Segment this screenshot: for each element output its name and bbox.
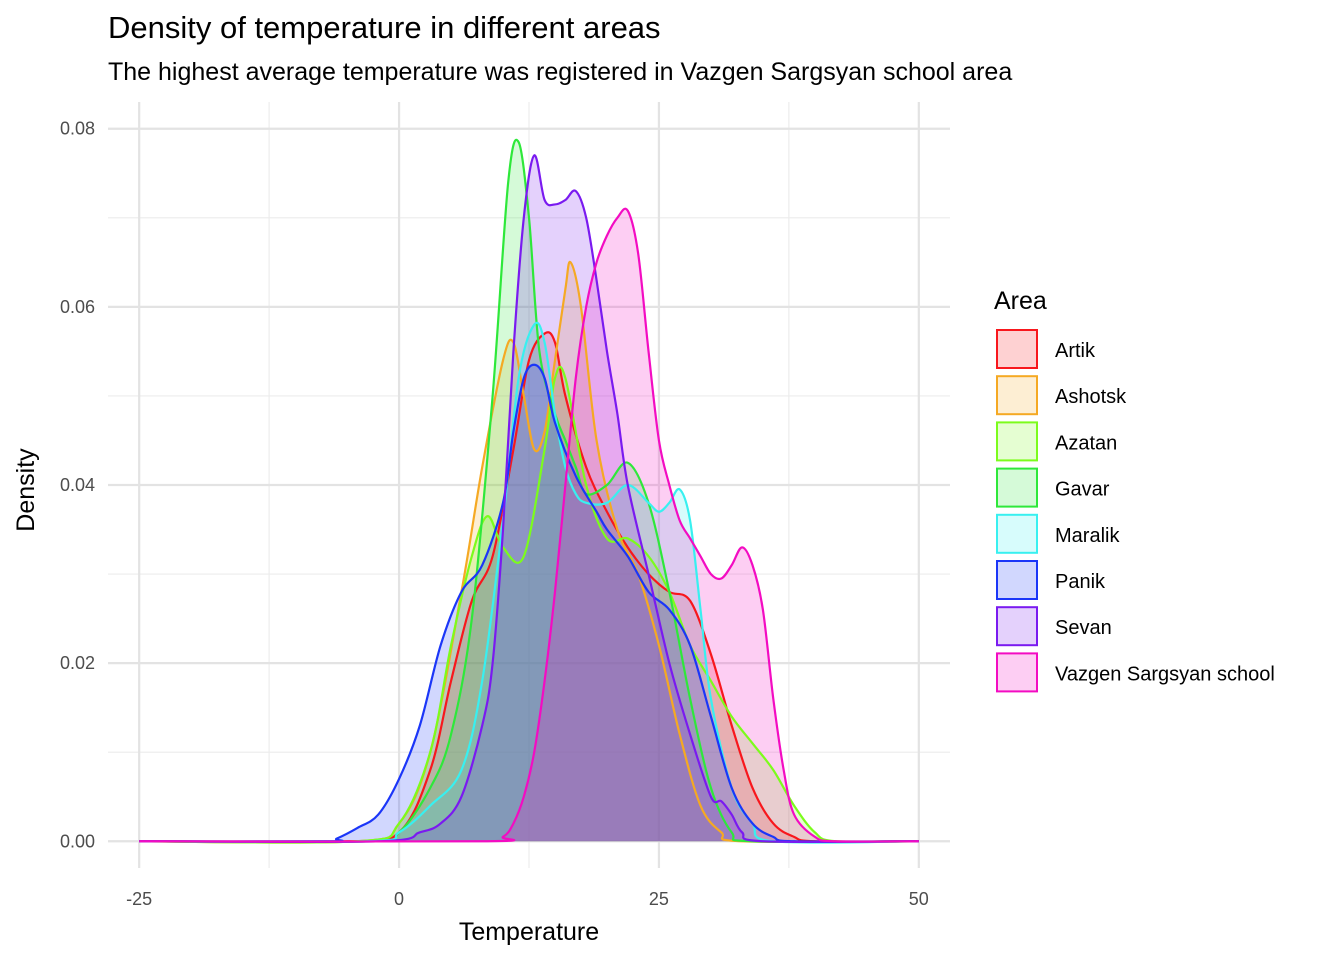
y-tick-label: 0.00 [60, 831, 95, 851]
legend-label: Ashotsk [1055, 386, 1127, 408]
legend-key-background [996, 606, 1038, 647]
legend-label: Vazgen Sargsyan school [1055, 663, 1275, 685]
legend-label: Maralik [1055, 525, 1120, 547]
x-axis-ticks: -25 0 25 50 [126, 889, 929, 909]
density-line-sevan [139, 154, 919, 844]
legend-key-background [996, 329, 1038, 369]
legend-item-panik: Panik [996, 560, 1106, 600]
y-tick-label: 0.08 [60, 119, 95, 139]
legend-item-gavar: Gavar [996, 467, 1110, 508]
legend-key-swatch [996, 375, 1038, 416]
legend-item-vazgen-sargsyan-school: Vazgen Sargsyan school [996, 652, 1275, 693]
legend-key-swatch [996, 513, 1038, 554]
x-axis-label: Temperature [459, 918, 599, 946]
density-area-ashotsk [139, 261, 919, 843]
y-axis-label: Density [12, 448, 40, 532]
legend-label: Gavar [1055, 479, 1110, 501]
legend-key-swatch [996, 652, 1038, 693]
legend-key-swatch [996, 606, 1038, 647]
density-area-gavar [139, 139, 919, 842]
legend-key-swatch [996, 329, 1038, 369]
legend-title: Area [994, 287, 1047, 315]
legend-item-ashotsk: Ashotsk [996, 375, 1127, 416]
chart-title: Density of temperature in different area… [108, 10, 661, 45]
density-area-azatan [139, 366, 919, 843]
legend-label: Sevan [1055, 617, 1112, 639]
legend-item-sevan: Sevan [996, 606, 1112, 647]
x-tick-label: -25 [126, 889, 152, 909]
x-tick-label: 25 [649, 889, 669, 909]
density-line-vazgen-sargsyan-school [139, 207, 919, 843]
density-lines [139, 138, 919, 844]
legend-key-swatch [996, 560, 1038, 600]
legend-label: Panik [1055, 571, 1106, 593]
legend-key-background [996, 467, 1038, 508]
legend: Area Artik Ashotsk Azatan Gavar Maralik Panik… [994, 287, 1275, 693]
legend-key-background [996, 375, 1038, 416]
legend-key-background [996, 421, 1038, 462]
legend-key-background [996, 560, 1038, 600]
density-line-maralik [139, 321, 919, 844]
x-tick-label: 50 [909, 889, 929, 909]
legend-label: Azatan [1055, 432, 1117, 454]
legend-item-azatan: Azatan [996, 421, 1117, 462]
legend-item-maralik: Maralik [996, 513, 1120, 554]
density-area-sevan [139, 155, 919, 842]
major-gridlines [108, 102, 950, 868]
density-line-azatan [139, 365, 919, 844]
legend-key-background [996, 652, 1038, 693]
y-tick-label: 0.06 [60, 297, 95, 317]
legend-key-swatch [996, 467, 1038, 508]
density-line-panik [139, 363, 919, 843]
legend-item-artik: Artik [996, 329, 1096, 369]
density-area-panik [139, 364, 919, 842]
y-tick-label: 0.04 [60, 475, 95, 495]
legend-key-background [996, 513, 1038, 554]
density-area-artik [139, 332, 919, 842]
y-axis-ticks: 0.00 0.02 0.04 0.06 0.08 [60, 119, 95, 852]
legend-label: Artik [1055, 340, 1096, 362]
chart-subtitle: The highest average temperature was regi… [108, 58, 1013, 86]
legend-key-swatch [996, 421, 1038, 462]
density-area-maralik [139, 322, 919, 843]
density-areas [139, 139, 919, 843]
y-tick-label: 0.02 [60, 653, 95, 673]
density-area-vazgen-sargsyan-school [139, 208, 919, 842]
x-tick-label: 0 [394, 889, 404, 909]
